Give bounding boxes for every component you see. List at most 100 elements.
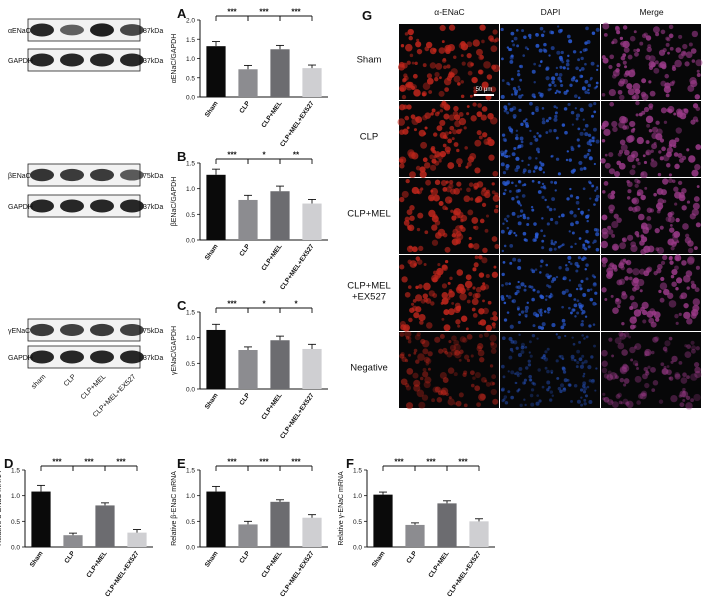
cell-dot <box>622 398 629 405</box>
cell-dot <box>508 355 513 360</box>
cell-dot <box>548 285 552 289</box>
cell-dot <box>595 232 600 237</box>
cell-dot <box>639 41 644 46</box>
cell-dot <box>670 394 678 403</box>
cell-dot <box>439 150 447 158</box>
cell-dot <box>585 277 589 281</box>
category-label: CLP <box>238 100 252 115</box>
cell-dot <box>646 207 653 213</box>
cell-dot <box>468 236 472 240</box>
cell-dot <box>555 106 559 109</box>
cell-dot <box>404 358 409 363</box>
cell-dot <box>559 65 563 69</box>
cell-dot <box>408 317 413 323</box>
cell-dot <box>682 390 686 394</box>
cell-dot <box>529 378 533 382</box>
cell-dot <box>516 146 520 149</box>
cell-dot <box>515 156 520 161</box>
category-label: CLP+MEL+EX527 <box>104 550 141 597</box>
cell-dot <box>399 196 405 203</box>
cell-dot <box>456 211 464 219</box>
cell-dot <box>425 41 433 49</box>
cell-dot <box>425 362 430 366</box>
cell-dot <box>545 294 548 298</box>
blot-band <box>60 324 84 336</box>
cell-dot <box>446 64 451 69</box>
significance-label: *** <box>291 458 301 467</box>
cell-dot <box>582 384 586 388</box>
cell-dot <box>479 319 487 326</box>
cell-dot <box>618 262 625 269</box>
cell-dot <box>448 114 455 121</box>
cell-dot <box>544 350 548 354</box>
cell-dot <box>590 184 595 188</box>
cell-dot <box>610 400 614 404</box>
cell-dot <box>633 309 642 317</box>
cell-dot <box>576 138 580 142</box>
row-label-line: +EX527 <box>352 292 386 303</box>
cell-dot <box>535 33 539 37</box>
cell-dot <box>665 36 670 41</box>
cell-dot <box>515 195 519 199</box>
cell-dot <box>555 89 559 93</box>
cell-dot <box>431 108 436 113</box>
cell-dot <box>602 22 610 30</box>
category-label: CLP+MEL+EX527 <box>279 100 316 148</box>
cell-dot <box>434 111 440 117</box>
cell-dot <box>464 354 470 360</box>
cell-dot <box>522 168 527 173</box>
cell-dot <box>517 352 522 358</box>
blot-kda-label: 37kDa <box>143 204 163 211</box>
cell-dot <box>668 144 673 148</box>
cell-dot <box>508 282 511 286</box>
cell-dot <box>528 33 532 38</box>
cell-dot <box>695 346 700 351</box>
cell-dot <box>547 385 551 389</box>
cell-dot <box>633 345 637 349</box>
cell-dot <box>616 62 621 68</box>
cell-dot <box>646 46 652 53</box>
cell-dot <box>673 241 677 245</box>
cell-dot <box>587 91 590 95</box>
cell-dot <box>560 325 565 330</box>
cell-dot <box>422 348 429 355</box>
cell-dot <box>676 277 683 284</box>
cell-dot <box>636 180 641 184</box>
cell-dot <box>415 116 423 123</box>
cell-dot <box>513 89 519 94</box>
cell-dot <box>636 48 640 53</box>
micrograph-tile <box>399 255 499 332</box>
cell-dot <box>674 265 679 271</box>
cell-dot <box>533 135 537 139</box>
cell-dot <box>513 146 517 151</box>
cell-dot <box>564 130 568 135</box>
cell-dot <box>639 289 643 293</box>
cell-dot <box>575 220 579 225</box>
cell-dot <box>628 206 633 212</box>
cell-dot <box>401 276 408 283</box>
cell-dot <box>690 280 695 285</box>
cell-dot <box>546 205 550 209</box>
cell-dot <box>447 398 455 406</box>
cell-dot <box>491 190 496 195</box>
cell-dot <box>685 402 693 410</box>
cell-dot <box>674 59 682 68</box>
cell-dot <box>511 39 514 43</box>
cell-dot <box>472 313 478 318</box>
cell-dot <box>510 54 514 58</box>
cell-dot <box>589 197 592 200</box>
cell-dot <box>531 69 536 74</box>
cell-dot <box>575 195 580 200</box>
y-tick-label: 0.0 <box>186 545 195 552</box>
cell-dot <box>659 156 664 161</box>
cell-dot <box>571 123 574 126</box>
category-label: CLP+MEL <box>260 392 283 421</box>
cell-dot <box>595 247 600 252</box>
cell-dot <box>524 305 529 310</box>
blot-protein-label: GAPDH <box>8 355 33 362</box>
cell-dot <box>539 294 543 299</box>
cell-dot <box>687 240 694 247</box>
